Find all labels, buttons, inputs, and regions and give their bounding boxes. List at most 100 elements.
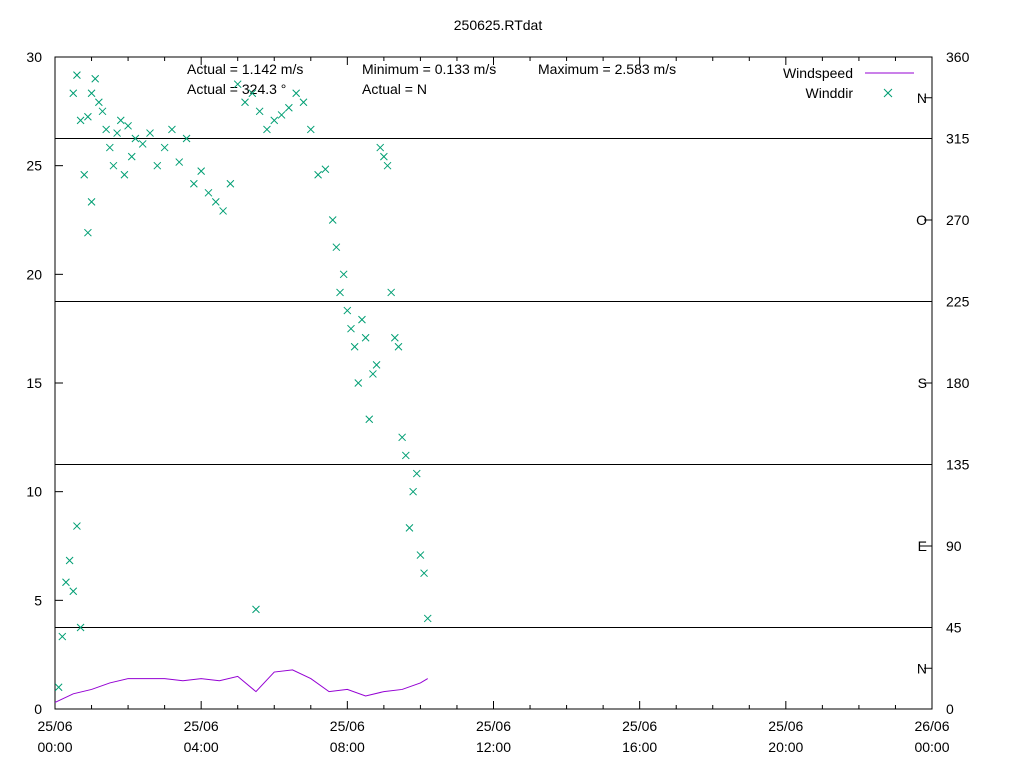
y-left-tick-label: 20 (26, 266, 42, 282)
winddir-point (263, 125, 271, 134)
chart-title: 250625.RTdat (454, 17, 543, 33)
winddir-point-stroke (299, 98, 308, 107)
winddir-point-stroke (204, 188, 213, 197)
winddir-point-stroke (124, 121, 132, 130)
winddir-point (292, 89, 301, 98)
direction-label: O (916, 212, 927, 228)
y-right-axis: 0 45 90 135 180 225 270 315 360 (924, 49, 970, 717)
winddir-point (387, 288, 396, 297)
winddir-point (336, 288, 344, 297)
winddir-point (197, 167, 206, 175)
winddir-point-stroke (314, 170, 322, 179)
winddir-point (241, 98, 249, 107)
winddir-point (328, 216, 337, 224)
winddir-point (84, 228, 92, 237)
winddir-point (372, 361, 381, 369)
winddir-point (358, 315, 366, 324)
winddir-point (109, 161, 118, 170)
y-right-tick-label: 135 (946, 457, 970, 473)
winddir-point-stroke (420, 569, 428, 578)
winddir-point (255, 107, 264, 116)
x-tick-label-time: 00:00 (914, 739, 949, 755)
winddir-point-stroke (336, 288, 344, 297)
winddir-point (409, 487, 417, 496)
winddir-point (365, 415, 374, 424)
winddir-point-stroke (54, 683, 63, 692)
actual-dir-name-label: Actual = N (362, 81, 427, 97)
winddir-point-stroke (65, 556, 74, 565)
winddir-point-stroke (292, 89, 301, 98)
winddir-point-stroke (409, 487, 417, 496)
x-tick-label-time: 12:00 (476, 739, 511, 755)
winddir-point-stroke (73, 71, 81, 79)
winddir-point (87, 89, 96, 98)
winddir-point-stroke (87, 198, 96, 206)
winddir-point-stroke (255, 107, 264, 116)
winddir-point-stroke (347, 324, 355, 333)
winddir-point-stroke (197, 167, 206, 175)
winddir-point (94, 98, 103, 107)
winddir-point-stroke (306, 125, 315, 134)
x-tick-label-date: 25/06 (330, 718, 365, 734)
winddir-point (58, 632, 67, 641)
winddir-point-stroke (380, 152, 388, 161)
winddir-point-stroke (84, 228, 92, 237)
maximum-label: Maximum = 2.583 m/s (538, 61, 676, 77)
winddir-point-stroke (343, 306, 352, 315)
direction-labels: N E S O N (916, 90, 932, 676)
winddir-point-stroke (328, 216, 337, 224)
winddir-point (361, 333, 370, 342)
winddir-point-stroke (211, 198, 220, 206)
winddir-point-stroke (105, 143, 114, 152)
winddir-point-stroke (390, 333, 399, 342)
x-tick-label-date: 26/06 (914, 718, 949, 734)
winddir-point (87, 198, 96, 206)
sector-lines (55, 138, 932, 628)
winddir-point (354, 379, 363, 387)
winddir-point (69, 89, 78, 98)
legend: Windspeed Winddir (783, 65, 914, 101)
direction-label: N (917, 660, 927, 676)
winddir-point-stroke (69, 89, 78, 98)
winddir-point (73, 71, 81, 79)
winddir-point (98, 107, 107, 116)
legend-windspeed-label: Windspeed (783, 65, 853, 81)
winddir-point-stroke (175, 158, 184, 166)
y-left-tick-label: 0 (34, 701, 42, 717)
y-left-tick-label: 30 (26, 49, 42, 65)
winddir-point-stroke (405, 524, 414, 532)
winddir-point-stroke (416, 551, 425, 559)
winddir-point (332, 243, 341, 252)
legend-winddir-swatch (883, 88, 893, 98)
winddir-point (146, 129, 154, 137)
winddir-point-stroke (270, 116, 279, 125)
winddir-point (277, 111, 286, 119)
winddir-point (423, 614, 432, 623)
winddir-point (376, 143, 385, 152)
winddir-point (168, 125, 176, 134)
winddir-point-stroke (394, 342, 403, 351)
legend-winddir-label: Winddir (806, 85, 854, 101)
x-tick-label-date: 25/06 (622, 718, 657, 734)
winddir-point (321, 165, 330, 174)
winddir-point (127, 152, 136, 161)
winddir-point (116, 116, 125, 125)
y-right-tick-label: 0 (946, 701, 954, 717)
winddir-point-stroke (116, 116, 125, 125)
winddir-point (405, 524, 414, 532)
winddir-point (76, 623, 85, 632)
y-left-tick-label: 10 (26, 484, 42, 500)
winddir-point-stroke (358, 315, 366, 324)
winddir-point-stroke (219, 207, 227, 215)
actual-speed-label: Actual = 1.142 m/s (187, 61, 303, 77)
y-left-axis: 0 5 10 15 20 25 30 (26, 49, 63, 717)
winddir-point (412, 469, 421, 478)
x-tick-label-date: 25/06 (768, 718, 803, 734)
winddir-point (211, 198, 220, 206)
series-winddir (54, 71, 432, 692)
winddir-point-stroke (285, 103, 293, 112)
winddir-point-stroke (354, 379, 363, 387)
y-left-tick-label: 5 (34, 592, 42, 608)
winddir-point-stroke (277, 111, 286, 119)
winddir-point-stroke (87, 89, 96, 98)
